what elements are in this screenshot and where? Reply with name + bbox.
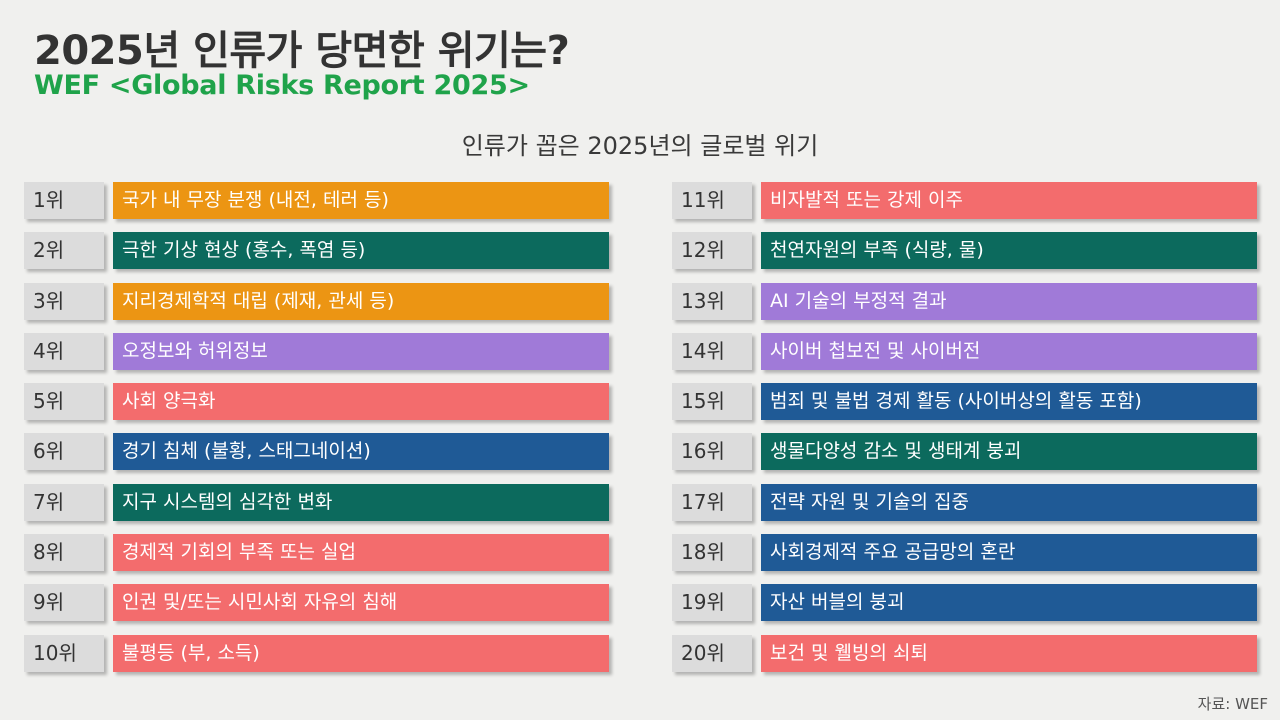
list-heading: 인류가 꼽은 2025년의 글로벌 위기 xyxy=(461,132,819,160)
risk-bar: 경기 침체 (불황, 스태그네이션) xyxy=(113,433,609,471)
risk-bar: 국가 내 무장 분쟁 (내전, 테러 등) xyxy=(113,182,609,219)
rank-label: 2위 xyxy=(24,232,104,270)
page-subtitle: WEF <Global Risks Report 2025> xyxy=(34,70,530,101)
risk-bar: 보건 및 웰빙의 쇠퇴 xyxy=(761,634,1257,672)
rank-label: 4위 xyxy=(24,332,104,370)
risk-bar: 자산 버블의 붕괴 xyxy=(761,584,1257,622)
rank-label: 18위 xyxy=(672,534,752,572)
risk-bar: 비자발적 또는 강제 이주 xyxy=(761,182,1257,219)
rank-label: 9위 xyxy=(24,584,104,622)
risk-bar: 천연자원의 부족 (식량, 물) xyxy=(761,232,1257,270)
rank-label: 19위 xyxy=(672,584,752,622)
page-title: 2025년 인류가 당면한 위기는? xyxy=(34,28,570,74)
rank-label: 14위 xyxy=(672,332,752,370)
risk-bar: 사회경제적 주요 공급망의 혼란 xyxy=(761,534,1257,572)
rank-label: 1위 xyxy=(24,182,104,219)
risk-bar: 지리경제학적 대립 (제재, 관세 등) xyxy=(113,282,609,320)
risk-bar: 생물다양성 감소 및 생태계 붕괴 xyxy=(761,433,1257,471)
rank-label: 10위 xyxy=(24,634,104,672)
rank-label: 7위 xyxy=(24,483,104,521)
risk-bar: 극한 기상 현상 (홍수, 폭염 등) xyxy=(113,232,609,270)
rank-label: 15위 xyxy=(672,383,752,421)
source-note: 자료: WEF xyxy=(1197,695,1268,713)
risk-bar: 지구 시스템의 심각한 변화 xyxy=(113,483,609,521)
rank-label: 11위 xyxy=(672,182,752,219)
rank-label: 17위 xyxy=(672,483,752,521)
risk-bar: 인권 및/또는 시민사회 자유의 침해 xyxy=(113,584,609,622)
rank-label: 5위 xyxy=(24,383,104,421)
risk-bar: 사이버 첩보전 및 사이버전 xyxy=(761,332,1257,370)
rank-label: 13위 xyxy=(672,282,752,320)
rank-label: 3위 xyxy=(24,282,104,320)
risk-bar: 전략 자원 및 기술의 집중 xyxy=(761,483,1257,521)
risk-bar: AI 기술의 부정적 결과 xyxy=(761,282,1257,320)
rank-label: 12위 xyxy=(672,232,752,270)
rank-label: 6위 xyxy=(24,433,104,471)
risk-bar: 불평등 (부, 소득) xyxy=(113,634,609,672)
rank-label: 16위 xyxy=(672,433,752,471)
risk-bar: 범죄 및 불법 경제 활동 (사이버상의 활동 포함) xyxy=(761,383,1257,421)
rank-label: 8위 xyxy=(24,534,104,572)
risk-bar: 경제적 기회의 부족 또는 실업 xyxy=(113,534,609,572)
risk-bar: 오정보와 허위정보 xyxy=(113,332,609,370)
risk-bar: 사회 양극화 xyxy=(113,383,609,421)
rank-label: 20위 xyxy=(672,634,752,672)
